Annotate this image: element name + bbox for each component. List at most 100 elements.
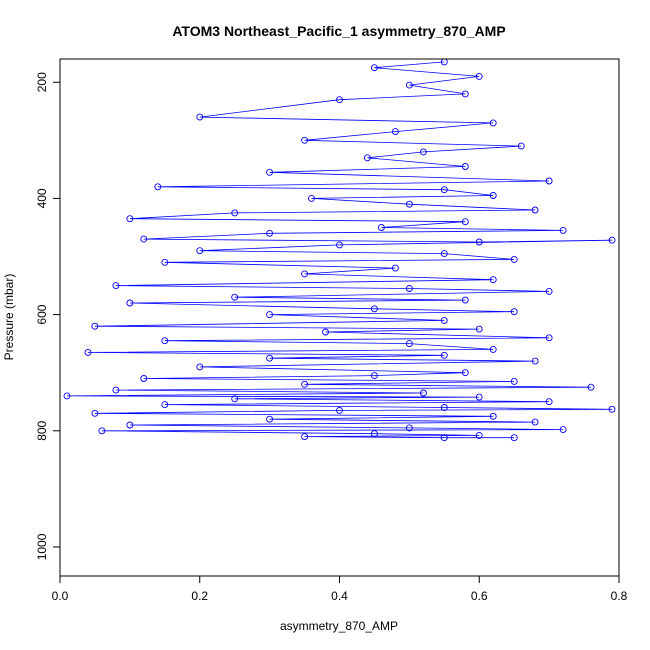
data-point	[196, 247, 204, 255]
data-point	[440, 250, 448, 258]
data-point	[370, 64, 378, 72]
y-axis-label: Pressure (mbar)	[2, 274, 16, 361]
data-point	[161, 337, 169, 345]
data-point	[475, 393, 483, 401]
data-point	[126, 299, 134, 307]
data-point	[140, 235, 148, 243]
data-point	[489, 192, 497, 199]
data-point	[126, 421, 134, 429]
data-point	[531, 357, 539, 365]
data-point	[154, 183, 162, 191]
x-tick-label: 0.4	[331, 589, 348, 603]
data-point	[510, 377, 518, 385]
data-point	[336, 406, 343, 414]
data-point	[517, 142, 525, 150]
data-point	[545, 287, 553, 295]
data-point	[440, 316, 448, 324]
data-point	[266, 229, 274, 237]
data-point	[475, 238, 483, 246]
data-point	[531, 206, 539, 214]
data-point	[91, 322, 99, 330]
data-point	[545, 177, 553, 185]
data-point	[405, 340, 413, 348]
data-point	[461, 218, 469, 226]
x-tick-label: 0.6	[471, 589, 488, 603]
data-point	[461, 296, 469, 304]
data-point	[391, 264, 399, 272]
data-point	[419, 148, 427, 156]
data-point	[510, 255, 518, 263]
data-point	[301, 380, 309, 388]
chart-title: ATOM3 Northeast_Pacific_1 asymmetry_870_…	[172, 23, 505, 39]
data-point	[98, 427, 106, 435]
data-point	[475, 431, 483, 439]
data-point	[336, 96, 343, 104]
data-point	[489, 412, 497, 420]
data-point	[545, 398, 553, 406]
data-point	[126, 215, 134, 223]
data-point	[336, 241, 343, 249]
data-point	[370, 305, 378, 313]
data-point	[266, 311, 274, 319]
data-point	[112, 282, 120, 290]
data-point	[405, 200, 413, 208]
data-point	[475, 72, 483, 80]
data-point	[301, 270, 309, 278]
data-point	[84, 348, 92, 356]
data-point	[461, 369, 469, 377]
data-point	[196, 113, 204, 121]
data-point	[231, 209, 239, 217]
y-tick-label: 400	[35, 188, 49, 208]
data-point	[63, 392, 71, 400]
data-point	[161, 258, 169, 266]
data-point	[440, 351, 448, 359]
data-point	[559, 426, 567, 434]
data-point	[301, 136, 309, 144]
data-point	[587, 383, 595, 391]
data-point	[608, 236, 616, 244]
data-point	[266, 354, 274, 362]
data-point	[440, 404, 448, 411]
x-axis-label: asymmetry_870_AMP	[280, 619, 398, 633]
y-tick-label: 600	[35, 304, 49, 324]
data-point	[510, 308, 518, 316]
data-point	[91, 409, 99, 417]
x-tick-label: 0.0	[52, 589, 69, 603]
y-axis: 200 400 600 800 1000	[35, 72, 61, 560]
data-point	[266, 168, 274, 176]
data-point	[461, 163, 469, 170]
data-point	[363, 154, 371, 162]
data-point	[510, 434, 518, 442]
data-point	[489, 119, 497, 127]
data-point	[112, 386, 120, 394]
data-point	[440, 186, 448, 194]
data-point	[370, 372, 378, 380]
data-point	[196, 363, 204, 371]
data-point	[405, 285, 413, 292]
data-point	[391, 128, 399, 136]
data-point	[322, 328, 329, 336]
series-line	[66, 61, 613, 439]
data-point	[475, 325, 483, 333]
data-point	[419, 389, 427, 397]
plot-frame	[59, 58, 620, 577]
y-tick-label: 1000	[35, 533, 49, 560]
data-point	[461, 90, 469, 98]
x-axis: 0.0 0.2 0.4 0.6 0.8	[52, 575, 628, 603]
data-point	[440, 59, 448, 66]
data-point	[559, 226, 567, 234]
data-point	[489, 276, 497, 284]
data-point	[405, 424, 413, 432]
data-point	[266, 415, 274, 423]
data-point	[140, 375, 148, 382]
x-tick-label: 0.2	[191, 589, 208, 603]
data-point	[545, 334, 553, 342]
data-marks	[63, 59, 616, 442]
y-tick-label: 200	[35, 72, 49, 92]
data-point	[370, 430, 378, 438]
data-point	[308, 194, 315, 202]
data-point	[489, 345, 497, 353]
data-point	[440, 434, 448, 442]
